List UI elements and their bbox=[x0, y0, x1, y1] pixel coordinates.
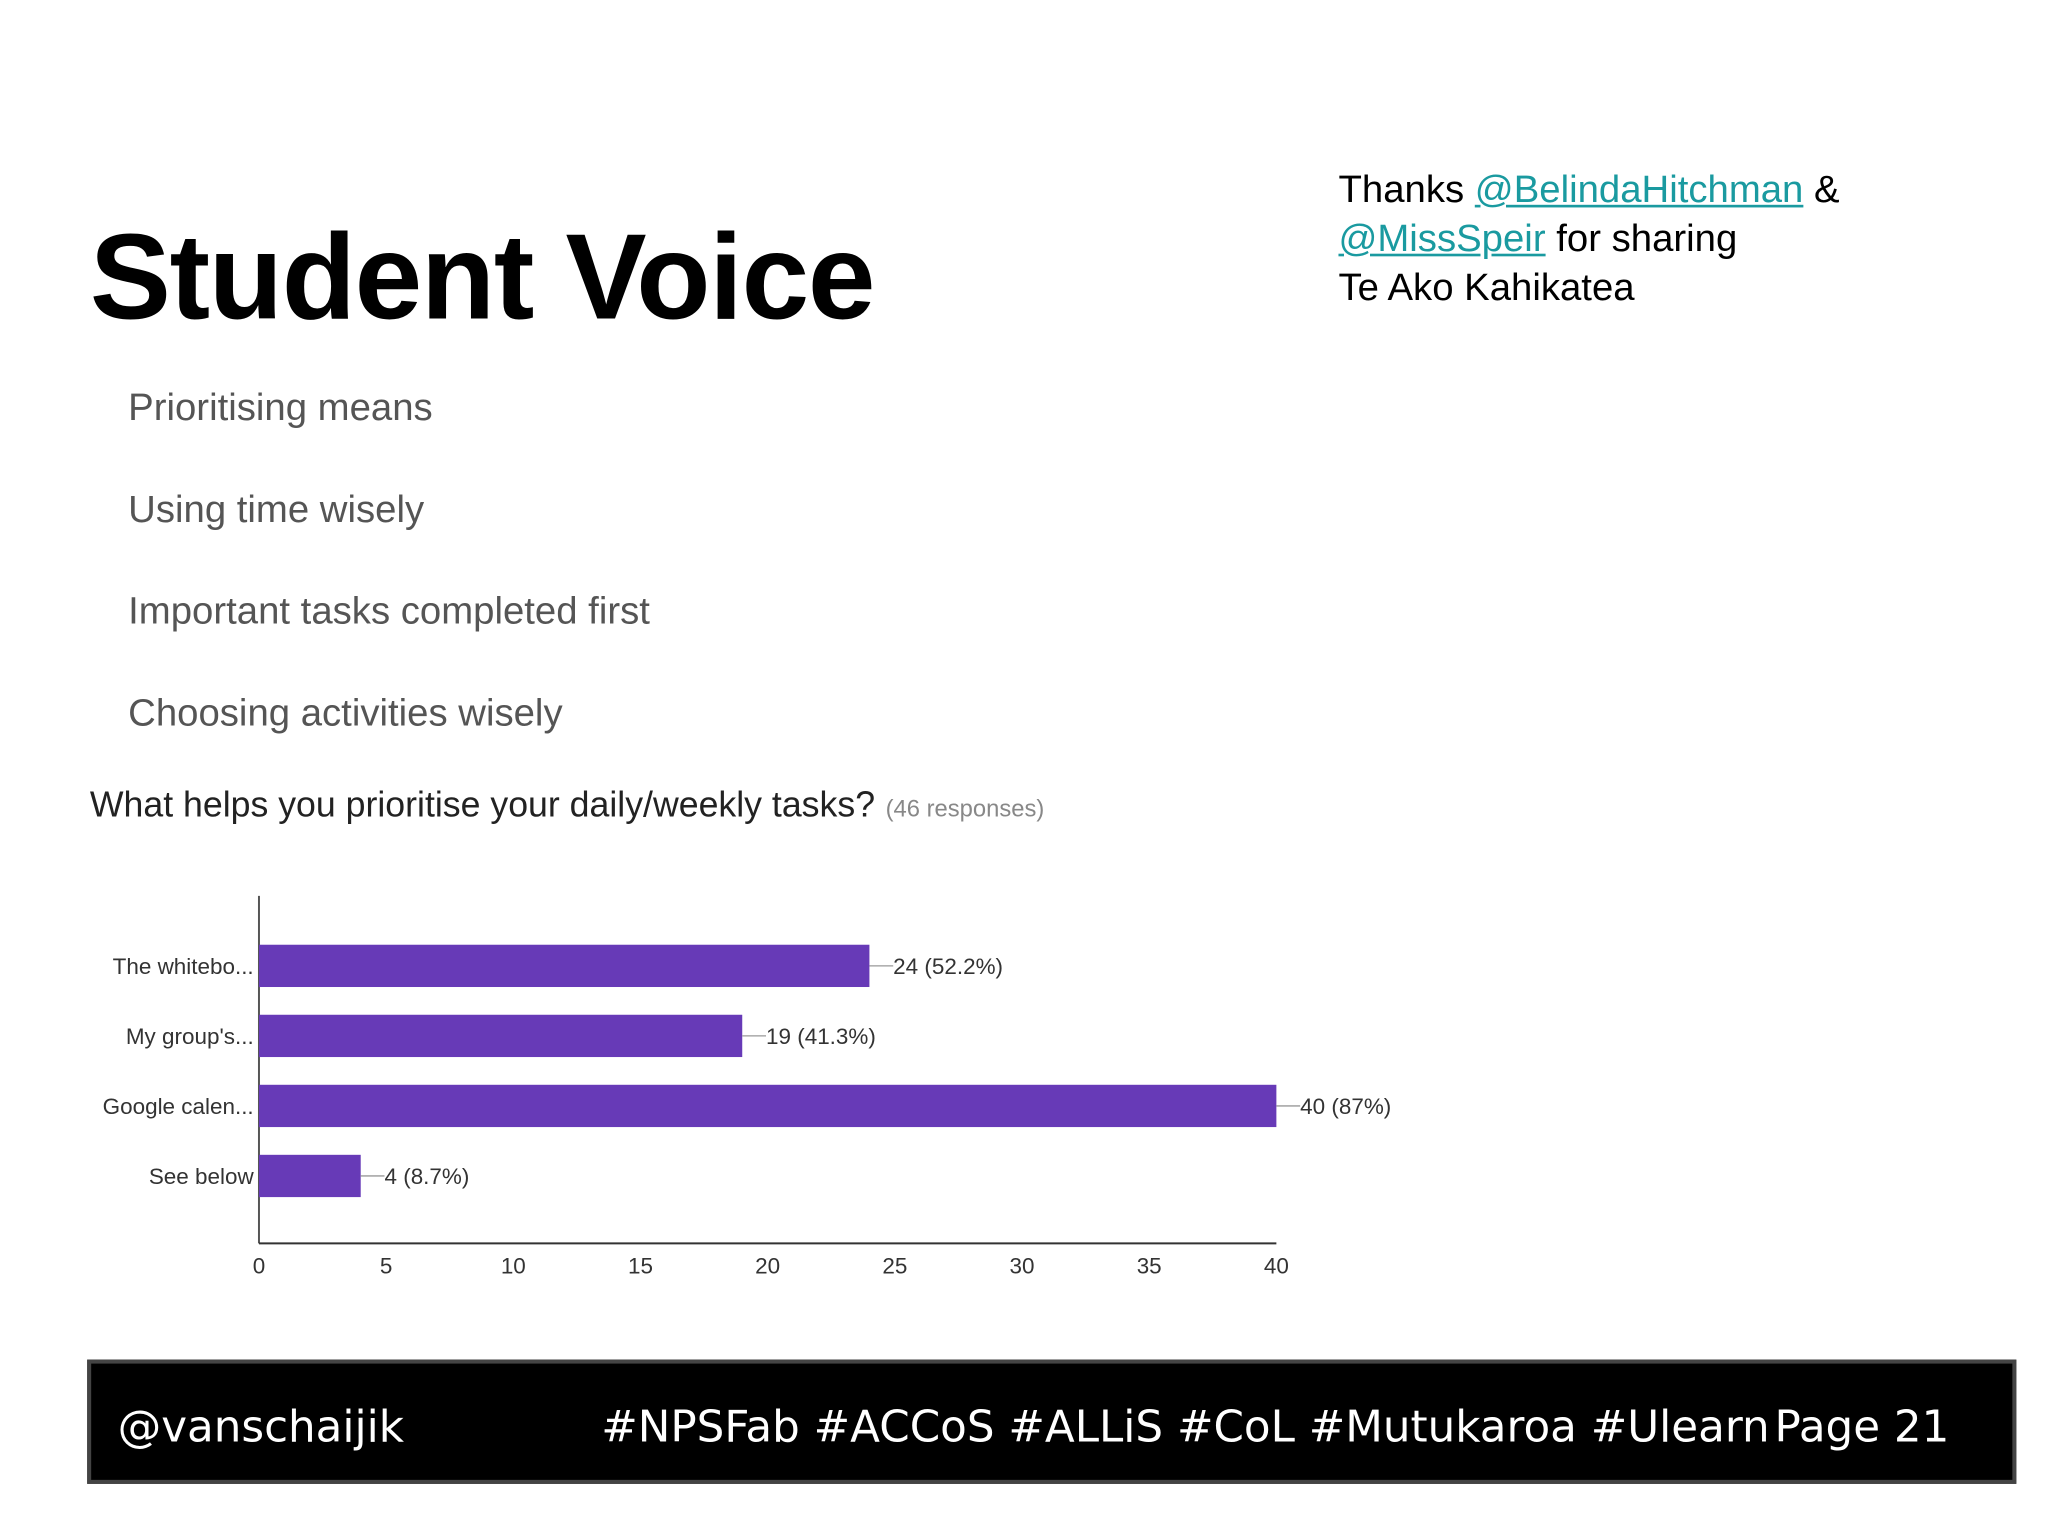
x-tick-label-1: 5 bbox=[380, 1254, 392, 1279]
ampersand-text: & bbox=[1803, 169, 1840, 212]
category-label-2: Google calen... bbox=[103, 1094, 254, 1119]
missspeir-link[interactable]: @MissSpeir bbox=[1338, 218, 1546, 261]
category-label-0: The whitebo... bbox=[113, 954, 254, 979]
credits-org: Te Ako Kahikatea bbox=[1338, 266, 1635, 310]
bullet-item: Important tasks completed first bbox=[128, 590, 650, 633]
belinda-link[interactable]: @BelindaHitchman bbox=[1474, 169, 1804, 212]
for-sharing-text: for sharing bbox=[1545, 218, 1738, 261]
x-tick-label-2: 10 bbox=[501, 1254, 526, 1279]
response-count: (46 responses) bbox=[885, 795, 1045, 822]
bullet-list: Prioritising means Using time wisely Imp… bbox=[128, 387, 650, 794]
bar-chart: The whitebo... 24 (52.2%) My group's... 19 … bbox=[103, 895, 1391, 1279]
x-tick-label-8: 40 bbox=[1264, 1254, 1289, 1279]
slide-title: Student Voice bbox=[89, 210, 876, 345]
category-label-1: My group's... bbox=[126, 1024, 254, 1049]
bullet-item: Choosing activities wisely bbox=[128, 692, 563, 735]
credits-line-1: Thanks @BelindaHitchman & bbox=[1338, 166, 1839, 215]
x-tick-label-7: 35 bbox=[1137, 1254, 1162, 1279]
survey-question: What helps you prioritise your daily/wee… bbox=[90, 785, 1044, 826]
data-label-3: 4 (8.7%) bbox=[384, 1164, 469, 1189]
footer-handle: @vanschaijik bbox=[117, 1400, 405, 1453]
credits-line-2: @MissSpeir for sharing bbox=[1338, 215, 1839, 264]
footer-bar: @vanschaijik #NPSFab #ACCoS #ALLiS #CoL … bbox=[87, 1359, 2017, 1484]
bar-3 bbox=[258, 1154, 361, 1198]
bullet-item: Using time wisely bbox=[128, 488, 425, 532]
data-label-2: 40 (87%) bbox=[1300, 1094, 1391, 1119]
credits: Thanks @BelindaHitchman & @MissSpeir for… bbox=[1338, 166, 1839, 313]
thanks-text: Thanks bbox=[1338, 169, 1475, 212]
bar-0 bbox=[258, 944, 870, 988]
x-tick-label-6: 30 bbox=[1010, 1254, 1035, 1279]
bullet-item: Prioritising means bbox=[128, 387, 433, 430]
data-label-0: 24 (52.2%) bbox=[893, 954, 1003, 979]
data-label-1: 19 (41.3%) bbox=[766, 1024, 876, 1049]
x-tick-label-4: 20 bbox=[755, 1254, 780, 1279]
category-label-3: See below bbox=[149, 1164, 255, 1189]
bar-1 bbox=[258, 1014, 743, 1058]
bar-2 bbox=[258, 1084, 1277, 1128]
x-tick-label-3: 15 bbox=[628, 1254, 653, 1279]
question-text: What helps you prioritise your daily/wee… bbox=[89, 784, 876, 825]
footer-hashtags: #NPSFab #ACCoS #ALLiS #CoL #Mutukaroa #U… bbox=[601, 1400, 1770, 1453]
footer-page-number: Page 21 bbox=[1774, 1400, 1950, 1453]
x-tick-label-5: 25 bbox=[882, 1254, 907, 1279]
x-tick-label-0: 0 bbox=[253, 1254, 266, 1279]
